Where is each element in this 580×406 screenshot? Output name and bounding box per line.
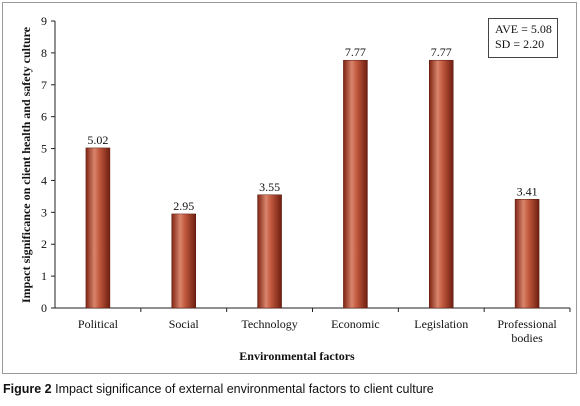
bar-value-label: 2.95 xyxy=(173,199,194,213)
bar xyxy=(257,194,282,309)
y-tick-label: 5 xyxy=(41,142,47,156)
y-tick-label: 8 xyxy=(41,46,47,60)
axes xyxy=(54,21,570,309)
stats-annotation-box: AVE = 5.08 SD = 2.20 xyxy=(488,18,558,58)
bars: 5.02 2.95 3.55 7.77 7.77 3.41 xyxy=(85,45,540,309)
bar-value-label: 7.77 xyxy=(431,45,452,59)
y-axis-ticks: 0 1 2 3 4 5 6 7 8 9 xyxy=(41,14,55,315)
y-tick-label: 2 xyxy=(41,237,47,251)
bar xyxy=(85,147,111,309)
figure-label: Figure 2 xyxy=(3,382,52,396)
bar xyxy=(429,59,454,309)
x-category-label: Legislation xyxy=(414,317,468,331)
x-category-label: Economic xyxy=(331,317,380,331)
category-labels: Political Social Technology Economic Legisla… xyxy=(78,308,571,345)
caption-text: Impact significance of external environm… xyxy=(51,382,434,396)
y-tick-label: 9 xyxy=(41,14,47,28)
y-tick-label: 3 xyxy=(41,205,47,219)
x-category-label: bodies xyxy=(511,331,543,345)
y-axis-title: Impact significance on client health and… xyxy=(19,26,33,303)
bar-chart: 0 1 2 3 4 5 6 7 8 9 5.02 2.95 3.55 7.77 7.77 3.41 Poli… xyxy=(19,14,571,363)
y-tick-label: 1 xyxy=(41,269,47,283)
y-tick-label: 4 xyxy=(41,173,47,187)
bar-value-label: 3.41 xyxy=(517,184,538,198)
figure-caption: Figure 2 Impact significance of external… xyxy=(3,382,578,396)
bar-value-label: 7.77 xyxy=(345,45,366,59)
x-category-label: Technology xyxy=(241,317,297,331)
bar xyxy=(514,199,540,309)
average-annotation: AVE = 5.08 xyxy=(495,22,552,36)
bar xyxy=(343,59,368,309)
y-tick-label: 6 xyxy=(41,110,47,124)
bar-value-label: 3.55 xyxy=(259,180,280,194)
x-category-label: Political xyxy=(78,317,119,331)
sd-annotation: SD = 2.20 xyxy=(495,37,545,51)
bar xyxy=(171,213,196,309)
x-axis-title: Environmental factors xyxy=(239,349,355,363)
y-tick-label: 7 xyxy=(41,78,47,92)
x-category-label: Professional xyxy=(497,317,557,331)
y-tick-label: 0 xyxy=(41,301,47,315)
bar-value-label: 5.02 xyxy=(87,133,108,147)
x-category-label: Social xyxy=(169,317,200,331)
